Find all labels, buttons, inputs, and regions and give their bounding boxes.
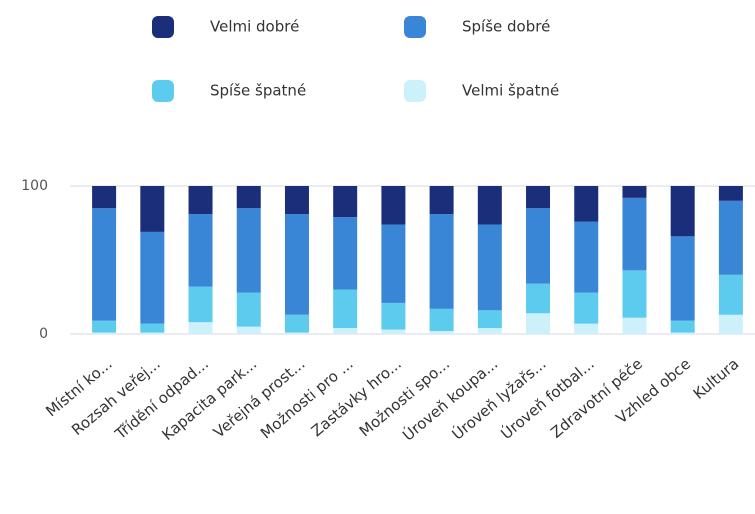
bar-segment	[477, 328, 502, 334]
bar-segment	[284, 332, 309, 334]
bar-segment	[381, 186, 406, 225]
bar-segment	[236, 326, 261, 334]
bar-segment	[140, 323, 165, 333]
bar-segment	[284, 186, 309, 215]
bar-segment	[670, 332, 695, 334]
bar-segment	[574, 221, 599, 293]
bar-segment	[526, 186, 551, 209]
legend-marker	[404, 16, 426, 38]
bar-segment	[188, 186, 213, 215]
bar-segment	[333, 289, 358, 329]
bar-segment	[718, 274, 743, 315]
bar-segment	[670, 186, 695, 237]
bar-segment	[140, 231, 165, 324]
legend-marker	[404, 80, 426, 102]
bar-segment	[381, 302, 406, 330]
bar-segment	[477, 186, 502, 225]
bar-segment	[188, 286, 213, 323]
bar-segment	[574, 186, 599, 222]
bar-segment	[574, 292, 599, 324]
bar-segment	[236, 208, 261, 293]
y-tick-label: 100	[21, 178, 48, 194]
bar-segment	[381, 224, 406, 303]
bar-segment	[92, 320, 117, 333]
bar-segment	[526, 283, 551, 314]
bar-segment	[622, 186, 647, 198]
bar-segment	[622, 317, 647, 334]
bar-segment	[188, 322, 213, 334]
bar-segment	[670, 236, 695, 321]
bar-segment	[92, 332, 117, 334]
legend-label: Spíše špatné	[210, 82, 306, 100]
bar-segment	[236, 186, 261, 209]
bar-segment	[92, 208, 117, 321]
bar-segment	[574, 323, 599, 334]
bar-segment	[429, 214, 454, 309]
bar-segment	[333, 186, 358, 218]
legend-label: Velmi dobré	[210, 18, 299, 36]
bar-segment	[188, 214, 213, 287]
bar-segment	[429, 186, 454, 215]
x-tick-label: Kultura	[690, 355, 743, 403]
bar-segment	[333, 328, 358, 334]
bar-segment	[718, 186, 743, 201]
bar-segment	[526, 313, 551, 334]
bar-segment	[622, 270, 647, 318]
bar-segment	[477, 224, 502, 311]
legend-marker	[152, 16, 174, 38]
bar-segment	[140, 186, 165, 232]
bar-segment	[622, 197, 647, 271]
y-tick-label: 0	[39, 326, 48, 342]
bar-segment	[140, 332, 165, 334]
bar-segment	[718, 200, 743, 275]
bar-segment	[236, 292, 261, 327]
legend-label: Velmi špatné	[462, 82, 559, 100]
bar-segment	[333, 217, 358, 290]
bar-segment	[284, 214, 309, 315]
bar-segment	[526, 208, 551, 284]
bar-segment	[284, 314, 309, 333]
bar-segment	[670, 320, 695, 333]
bar-segment	[92, 186, 117, 209]
legend-marker	[152, 80, 174, 102]
legend-label: Spíše dobré	[462, 18, 550, 36]
bar-segment	[429, 308, 454, 332]
bar-segment	[429, 331, 454, 334]
bar-segment	[477, 310, 502, 329]
bar-segment	[381, 329, 406, 334]
bar-segment	[718, 314, 743, 334]
